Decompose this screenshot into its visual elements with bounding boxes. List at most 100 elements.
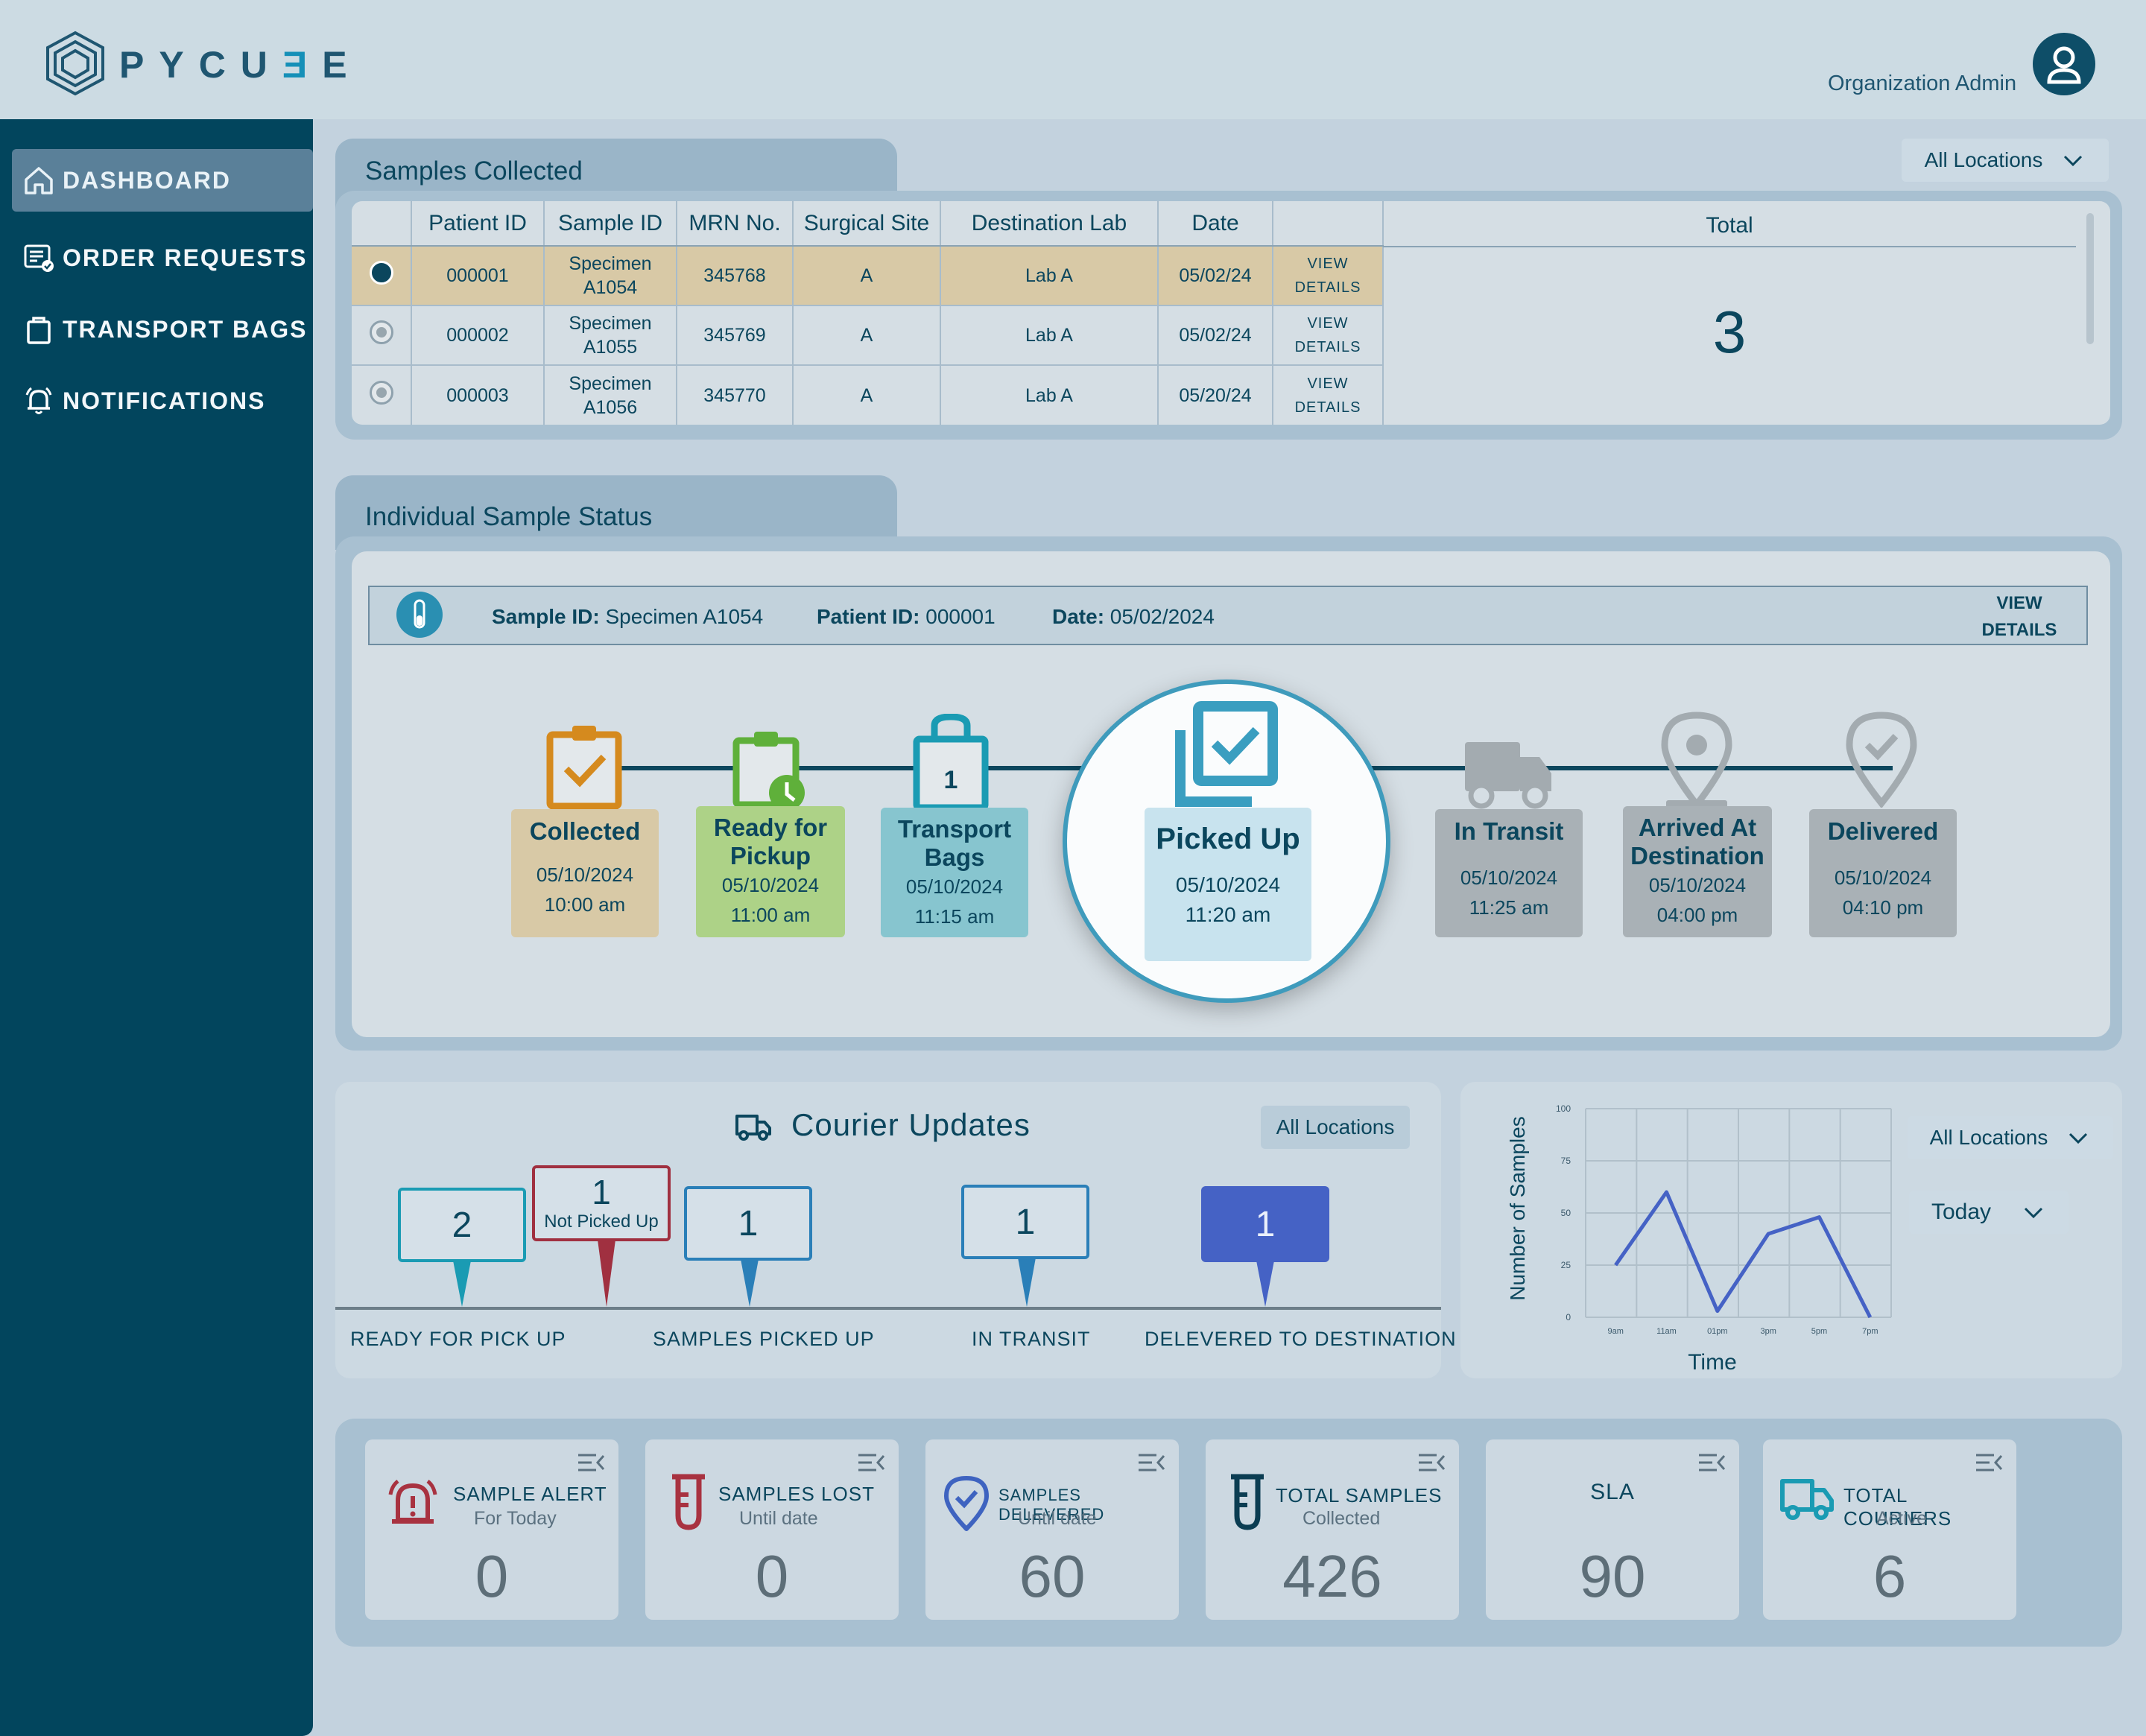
kpi-title: SLA (1590, 1480, 1635, 1504)
courier-truck-icon (735, 1115, 771, 1141)
row-radio[interactable] (369, 380, 393, 405)
collapse-menu-icon[interactable] (1137, 1451, 1165, 1474)
chart-location-dropdown[interactable]: All Locations (1908, 1116, 2113, 1159)
column-header: Patient ID (411, 201, 545, 247)
sample-id-cell: Specimen A1055 (544, 305, 677, 366)
sample-id-line: A1054 (583, 277, 638, 298)
link-text: VIEW (1307, 375, 1349, 392)
kpi-total-couriers[interactable]: TOTAL COURIERS Active 6 (1763, 1439, 2016, 1620)
stage-arrived-at-destination[interactable]: Arrived At Destination 05/10/2024 04:00 p… (1623, 806, 1772, 937)
stage-date: 05/10/2024 (905, 875, 1004, 898)
stage-delivered[interactable]: Delivered 05/10/2024 04:10 pm (1809, 809, 1957, 937)
chart-x-tick-label: 9am (1607, 1327, 1623, 1336)
chevron-down-icon (2069, 1132, 2088, 1144)
row-radio[interactable] (369, 320, 393, 344)
sidebar-item-label: NOTIFICATIONS (63, 387, 266, 414)
delivered-pin-icon (1846, 712, 1917, 808)
stage-date: 05/10/2024 (721, 874, 820, 896)
kpi-title: TOTAL COURIERS (1843, 1484, 1952, 1530)
samples-picked-up-count[interactable]: 1 (684, 1186, 812, 1261)
sidebar-item-order-requests[interactable]: ORDER REQUESTS (12, 226, 313, 289)
courier-title: Courier Updates (791, 1107, 1031, 1142)
kpi-samples-delivered[interactable]: SAMPLES DELEVERED Until date 60 (925, 1439, 1179, 1620)
collapse-menu-icon[interactable] (1975, 1451, 2003, 1474)
in-transit-count[interactable]: 1 (961, 1185, 1089, 1259)
status-view-details-link[interactable]: VIEW DETAILS (1960, 590, 2079, 644)
stage-title-line: Arrived At (1638, 814, 1757, 841)
chart-series-line (1614, 1190, 1873, 1319)
view-details-link[interactable]: VIEW DETAILS (1273, 305, 1384, 366)
table-row[interactable]: 000001 Specimen A1054 345768 A Lab A 05/0… (352, 246, 1384, 306)
samples-line-chart: 100 75 50 25 0 9am 11am 01pm 3pm 5pm 7pm Number o… (1506, 1103, 1892, 1375)
sample-id-cell: Specimen A1054 (544, 246, 677, 306)
kpi-subtitle: Until date (1018, 1508, 1097, 1529)
stage-date: 05/10/2024 (536, 864, 634, 886)
kpi-value: 426 (1282, 1543, 1382, 1609)
stage-date: 05/10/2024 (1648, 874, 1747, 896)
chart-period-dropdown[interactable]: Today (1909, 1191, 2069, 1234)
delivered-to-destination-count[interactable]: 1 (1201, 1186, 1329, 1262)
link-text: DETAILS (1294, 339, 1361, 355)
site-cell: A (793, 365, 941, 425)
info-value: 000001 (925, 605, 996, 628)
ready-for-pickup-count[interactable]: 2 (398, 1188, 526, 1262)
user-icon (2047, 46, 2081, 84)
link-text: VIEW (1996, 593, 2042, 613)
sidebar-item-transport-bags[interactable]: TRANSPORT BAGS (12, 298, 313, 361)
info-label: Patient ID: (817, 605, 920, 628)
stage-date: 05/10/2024 (1834, 867, 1932, 889)
collapse-menu-icon[interactable] (1697, 1451, 1726, 1474)
link-text: DETAILS (1294, 279, 1361, 296)
stage-title: Transport Bags (881, 808, 1028, 872)
sidebar-item-dashboard[interactable]: DASHBOARD (12, 149, 313, 212)
link-text: VIEW (1307, 315, 1349, 332)
link-text: VIEW (1307, 256, 1349, 272)
location-check-icon (944, 1476, 989, 1531)
chevron-down-icon (2064, 155, 2083, 167)
stage-title: In Transit (1454, 817, 1564, 845)
kpi-sla[interactable]: SLA 90 (1486, 1439, 1739, 1620)
stage-ready-for-pickup[interactable]: Ready for Pickup 05/10/2024 11:00 am (696, 806, 845, 937)
collapse-menu-icon[interactable] (1417, 1451, 1446, 1474)
total-value: 3 (1712, 299, 1747, 365)
test-tube-icon (396, 592, 443, 638)
kpi-total-samples[interactable]: TOTAL SAMPLES Collected 426 (1206, 1439, 1459, 1620)
alarm-icon (388, 1480, 437, 1524)
not-picked-up-count[interactable]: 1 Not Picked Up (532, 1165, 671, 1241)
user-avatar[interactable] (2033, 33, 2095, 95)
site-cell: A (793, 246, 941, 306)
kpi-title: SAMPLES LOST (718, 1483, 875, 1505)
stage-collected[interactable]: Collected 05/10/2024 10:00 am (511, 809, 659, 937)
chart-x-ticks: 9am 11am 01pm 3pm 5pm 7pm (1607, 1327, 1878, 1336)
bag-icon (27, 317, 51, 344)
collapse-menu-icon[interactable] (577, 1451, 605, 1474)
samples-location-dropdown[interactable]: All Locations (1902, 139, 2109, 182)
stage-picked-up[interactable]: Picked Up 05/10/2024 11:20 am (1145, 808, 1311, 961)
collapse-menu-icon[interactable] (857, 1451, 885, 1474)
chart-y-tick-label: 75 (1561, 1156, 1571, 1166)
chart-y-tick-label: 0 (1566, 1312, 1571, 1322)
table-row[interactable]: 000003 Specimen A1056 345770 A Lab A 05/2… (352, 365, 1384, 425)
chart-y-tick-label: 100 (1556, 1103, 1571, 1114)
lab-cell: Lab A (940, 246, 1159, 306)
top-header (0, 0, 2146, 119)
kpi-sample-alert[interactable]: SAMPLE ALERT For Today 0 (365, 1439, 618, 1620)
view-details-link[interactable]: VIEW DETAILS (1273, 365, 1384, 425)
chart-x-tick-label: 5pm (1811, 1327, 1827, 1336)
info-label: Sample ID: (492, 605, 600, 628)
table-row[interactable]: 000002 Specimen A1055 345769 A Lab A 05/0… (352, 305, 1384, 366)
row-radio[interactable] (369, 261, 393, 285)
view-details-link[interactable]: VIEW DETAILS (1273, 246, 1384, 306)
stage-in-transit[interactable]: In Transit 05/10/2024 11:25 am (1435, 809, 1583, 937)
stage-transport-bags[interactable]: Transport Bags 05/10/2024 11:15 am (881, 808, 1028, 937)
stage-time: 11:20 am (1185, 903, 1271, 926)
sample-id-line: Specimen (569, 253, 652, 274)
table-scrollbar[interactable] (2086, 213, 2094, 344)
kpi-samples-lost[interactable]: SAMPLES LOST Until date 0 (645, 1439, 899, 1620)
date-info: Date: 05/02/2024 (1052, 605, 1215, 629)
courier-location-button[interactable]: All Locations (1261, 1106, 1410, 1149)
table-header-row: Patient ID Sample ID MRN No. Surgical Si… (352, 201, 1384, 247)
bell-icon (25, 387, 52, 414)
chart-x-tick-label: 3pm (1760, 1327, 1776, 1336)
sidebar-item-notifications[interactable]: NOTIFICATIONS (12, 370, 313, 432)
